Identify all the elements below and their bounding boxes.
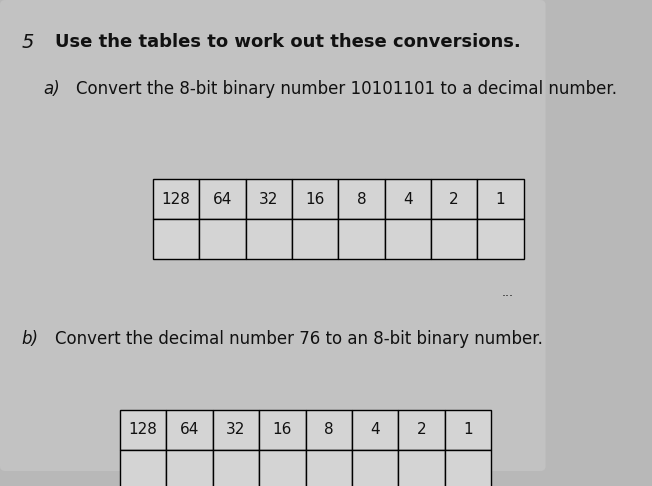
Bar bbox=[306, 450, 352, 486]
Bar bbox=[166, 410, 213, 450]
Bar bbox=[338, 179, 385, 219]
Text: Use the tables to work out these conversions.: Use the tables to work out these convers… bbox=[55, 33, 520, 51]
Bar bbox=[153, 179, 199, 219]
Bar bbox=[352, 410, 398, 450]
Bar bbox=[120, 450, 166, 486]
Bar bbox=[338, 219, 385, 259]
Bar bbox=[292, 179, 338, 219]
Text: 4: 4 bbox=[370, 422, 380, 437]
Bar bbox=[213, 450, 259, 486]
Text: Convert the decimal number 76 to an 8-bit binary number.: Convert the decimal number 76 to an 8-bi… bbox=[55, 330, 542, 347]
Bar bbox=[431, 219, 477, 259]
Bar bbox=[385, 179, 431, 219]
Text: 1: 1 bbox=[496, 191, 505, 207]
Bar bbox=[398, 450, 445, 486]
Bar bbox=[259, 410, 306, 450]
Bar bbox=[213, 410, 259, 450]
Bar bbox=[246, 219, 292, 259]
Bar bbox=[306, 410, 352, 450]
Text: 4: 4 bbox=[403, 191, 413, 207]
Text: ...: ... bbox=[501, 286, 513, 298]
Bar bbox=[385, 219, 431, 259]
Text: 128: 128 bbox=[162, 191, 190, 207]
Text: 32: 32 bbox=[259, 191, 278, 207]
Text: Convert the 8-bit binary number 10101101 to a decimal number.: Convert the 8-bit binary number 10101101… bbox=[76, 80, 617, 98]
Text: 2: 2 bbox=[417, 422, 426, 437]
Bar bbox=[445, 410, 491, 450]
Text: 128: 128 bbox=[129, 422, 158, 437]
Text: 16: 16 bbox=[273, 422, 292, 437]
Text: 64: 64 bbox=[180, 422, 200, 437]
Text: b): b) bbox=[22, 330, 39, 347]
Text: 5: 5 bbox=[22, 33, 34, 52]
Bar bbox=[120, 410, 166, 450]
Text: a): a) bbox=[44, 80, 61, 98]
Text: 8: 8 bbox=[324, 422, 334, 437]
FancyBboxPatch shape bbox=[0, 0, 546, 471]
Text: 32: 32 bbox=[226, 422, 246, 437]
Bar bbox=[246, 179, 292, 219]
Text: 64: 64 bbox=[213, 191, 232, 207]
Bar bbox=[199, 179, 246, 219]
Bar bbox=[166, 450, 213, 486]
Bar bbox=[352, 450, 398, 486]
Bar bbox=[398, 410, 445, 450]
Bar bbox=[199, 219, 246, 259]
Bar bbox=[477, 219, 524, 259]
Bar bbox=[445, 450, 491, 486]
Bar bbox=[477, 179, 524, 219]
Text: 16: 16 bbox=[305, 191, 325, 207]
Text: 1: 1 bbox=[463, 422, 473, 437]
Bar bbox=[259, 450, 306, 486]
Text: 8: 8 bbox=[357, 191, 366, 207]
Bar bbox=[153, 219, 199, 259]
Bar bbox=[292, 219, 338, 259]
Bar bbox=[431, 179, 477, 219]
Text: 2: 2 bbox=[449, 191, 459, 207]
